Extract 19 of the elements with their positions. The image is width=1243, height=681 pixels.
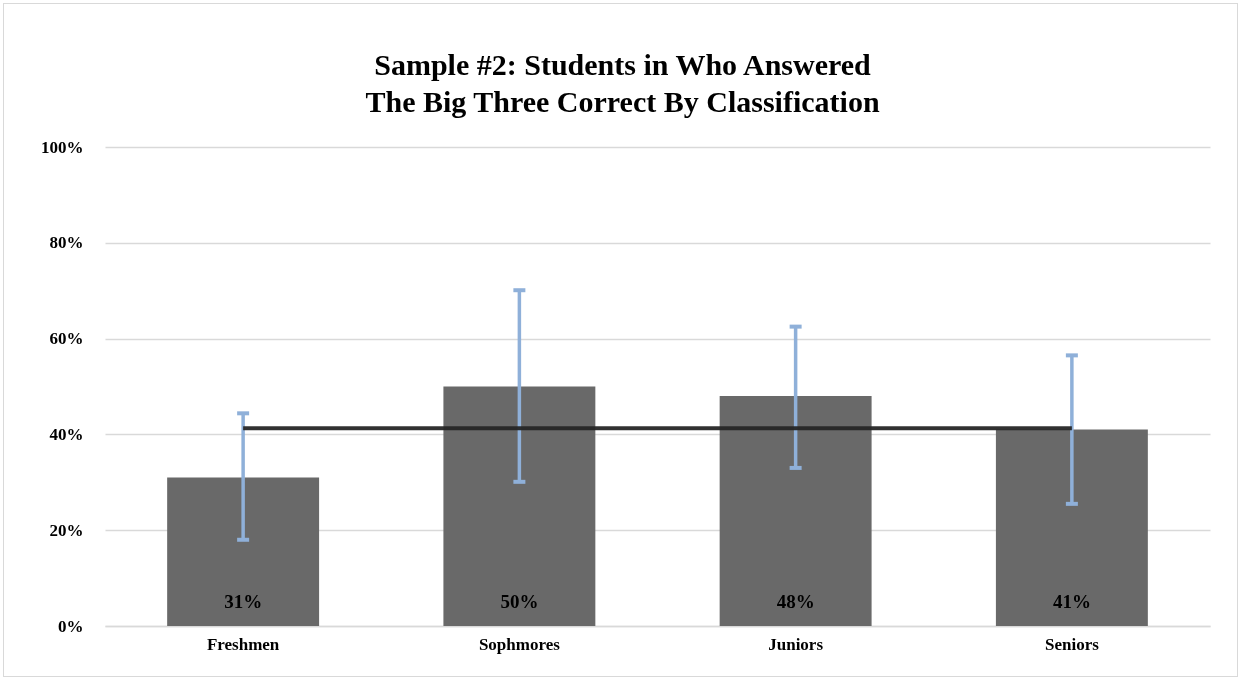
data-label: 50% bbox=[500, 591, 539, 612]
bar bbox=[443, 386, 596, 626]
y-tick-label: 60% bbox=[49, 329, 84, 349]
chart-title: Sample #2: Students in Who Answered The Big Three Correct By Classification bbox=[365, 48, 880, 118]
y-tick-label: 20% bbox=[49, 520, 84, 540]
y-tick-label: 40% bbox=[49, 424, 84, 444]
x-tick-label: Sophmores bbox=[478, 634, 561, 654]
data-label: 41% bbox=[1052, 591, 1091, 612]
y-tick-label: 100% bbox=[41, 137, 84, 157]
y-tick-label: 0% bbox=[58, 616, 84, 636]
bar bbox=[719, 396, 872, 626]
bar bbox=[995, 429, 1148, 626]
bar bbox=[167, 477, 320, 626]
x-tick-label: Seniors bbox=[1044, 634, 1100, 654]
y-tick-label: 80% bbox=[49, 233, 84, 253]
x-tick-label: Juniors bbox=[768, 634, 824, 654]
x-tick-label: Freshmen bbox=[206, 634, 280, 654]
data-label: 31% bbox=[224, 591, 263, 612]
data-label: 48% bbox=[776, 591, 815, 612]
